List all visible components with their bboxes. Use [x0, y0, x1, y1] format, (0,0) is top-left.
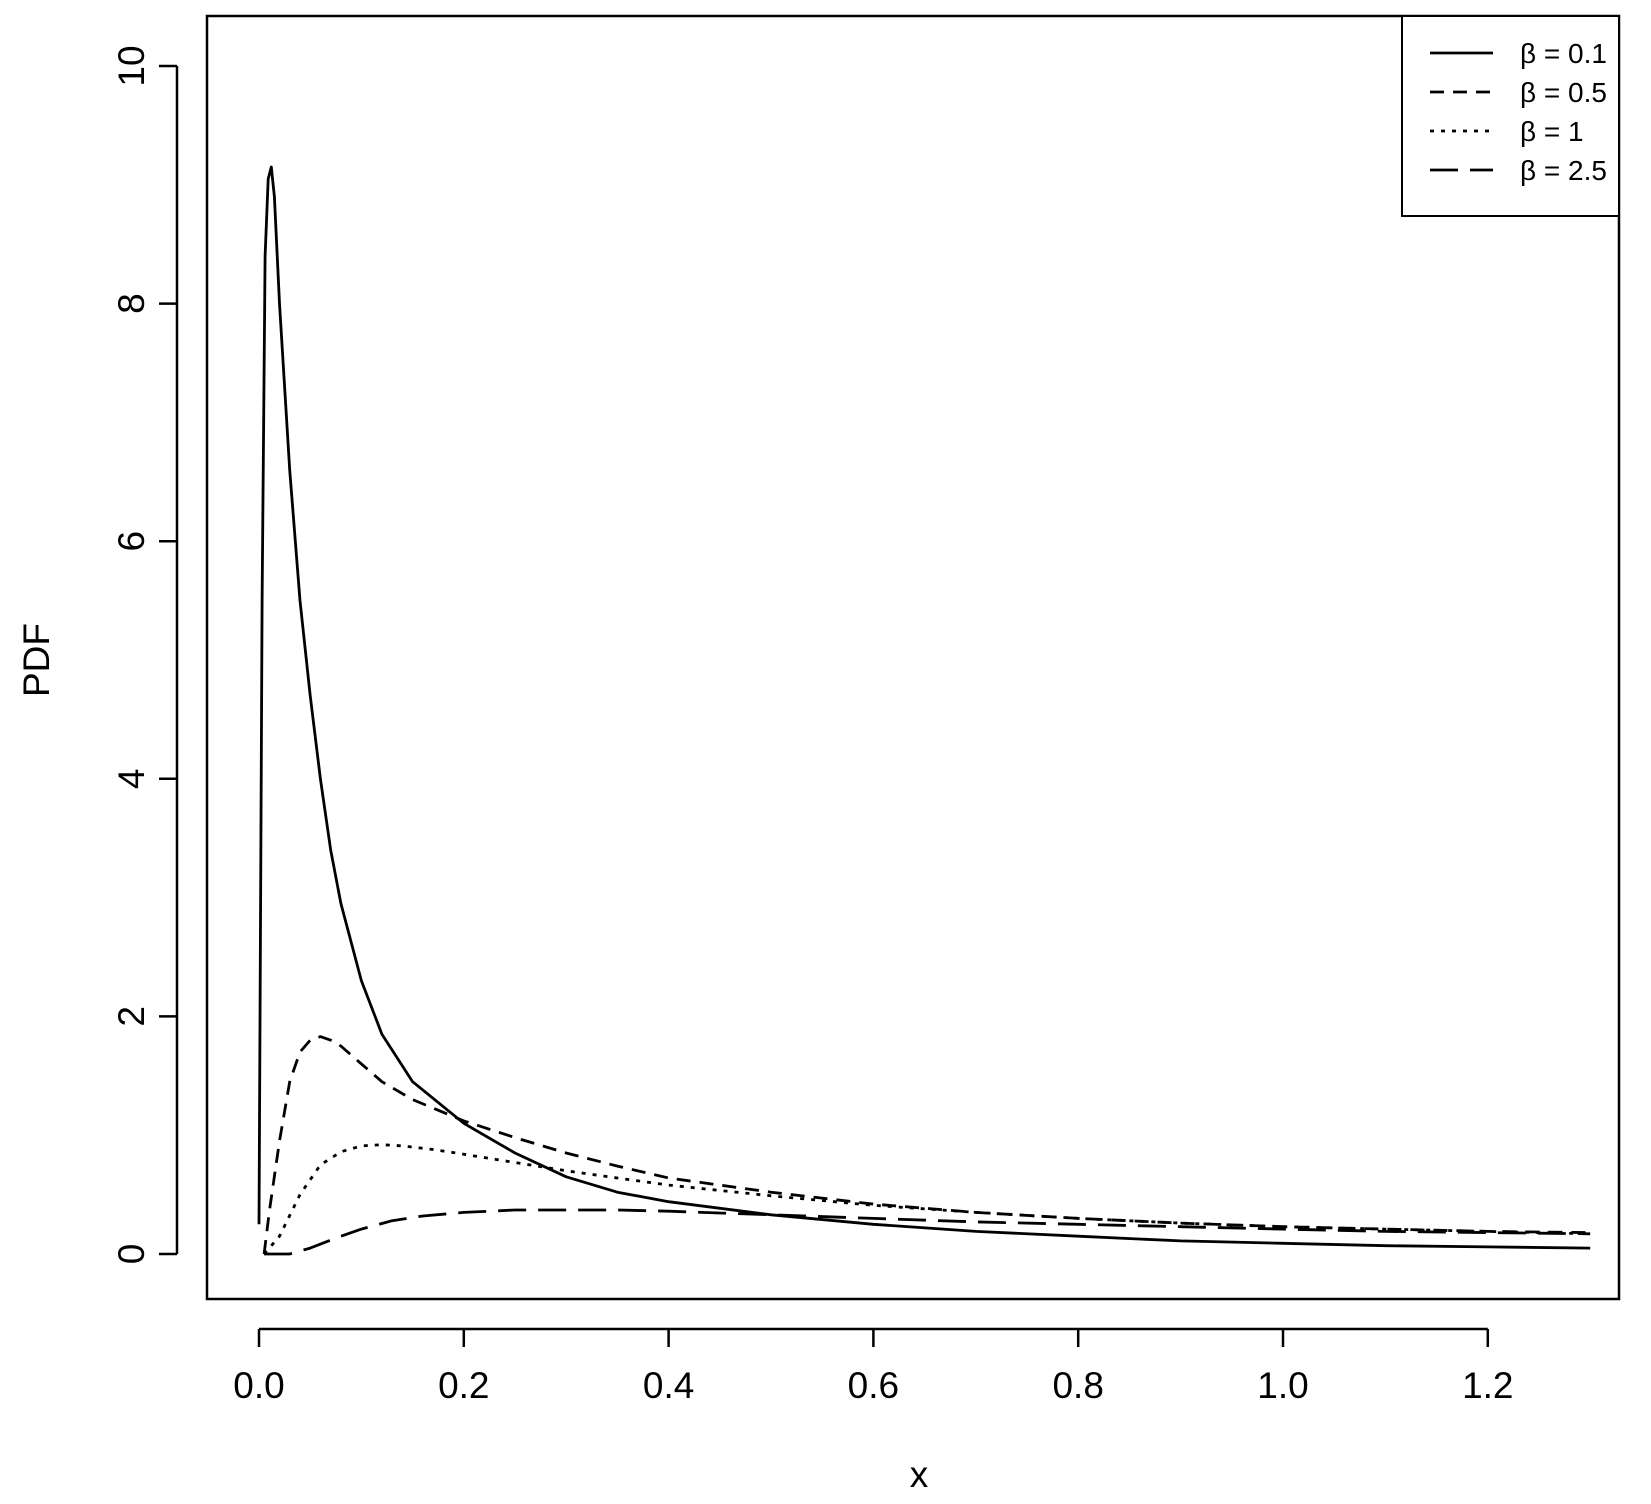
y-tick-label: 8 [111, 293, 152, 314]
y-tick-label: 0 [111, 1244, 152, 1265]
plot-frame [205, 14, 1621, 1301]
legend-label-4: β = 2.5 [1520, 155, 1607, 186]
y-tick-label: 6 [111, 531, 152, 552]
legend-label-2: β = 0.5 [1520, 77, 1607, 108]
x-tick-label: 1.2 [1462, 1365, 1513, 1406]
y-tick-label: 4 [111, 769, 152, 790]
y-tick-label: 2 [111, 1006, 152, 1027]
x-tick-label: 0.6 [848, 1365, 899, 1406]
x-tick-label: 0.4 [643, 1365, 694, 1406]
y-axis: 0 2 4 6 8 10 [111, 45, 179, 1265]
x-tick-label: 0.2 [438, 1365, 489, 1406]
series-layer [257, 165, 1591, 1256]
x-tick-label: 0.0 [233, 1365, 284, 1406]
series-line-3 [263, 1143, 1591, 1255]
legend-label-1: β = 0.1 [1520, 38, 1607, 69]
x-tick-label: 1.0 [1257, 1365, 1308, 1406]
x-axis-title: x [910, 1454, 929, 1495]
series-line-1 [257, 165, 1591, 1250]
legend: β = 0.1 β = 0.5 β = 1 β = 2.5 [1401, 15, 1620, 217]
y-tick-label: 10 [111, 45, 152, 86]
y-axis-title: PDF [16, 623, 57, 697]
x-tick-label: 0.8 [1052, 1365, 1103, 1406]
legend-label-3: β = 1 [1520, 116, 1584, 147]
legend-box [1401, 15, 1620, 217]
series-line-4 [264, 1208, 1591, 1256]
x-axis: 0.0 0.2 0.4 0.6 0.8 1.0 1.2 [233, 1327, 1514, 1406]
series-line-2 [262, 1035, 1591, 1255]
